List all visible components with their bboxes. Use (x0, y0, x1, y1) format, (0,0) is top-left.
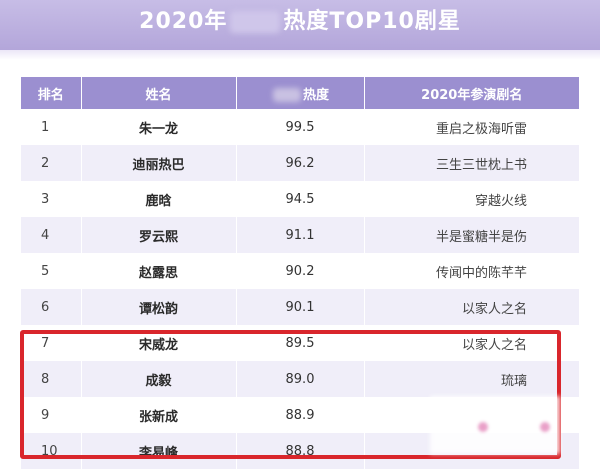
heat-cell: 96.2 (236, 145, 365, 181)
title-prefix: 2020年 (139, 9, 228, 34)
banner-strip (0, 50, 600, 60)
watermark-dot (478, 422, 488, 432)
watermark-dot (540, 422, 550, 432)
rank-cell: 5 (21, 253, 82, 289)
header-rank: 排名 (21, 77, 82, 109)
heat-cell: 99.5 (236, 109, 365, 145)
name-cell: 朱一龙 (81, 109, 237, 145)
heat-cell: 88.9 (236, 397, 365, 433)
rank-cell: 1 (21, 109, 82, 145)
title-banner (0, 0, 600, 50)
rank-cell: 7 (21, 325, 82, 361)
table-row: 5 赵露思 90.2 传闻中的陈芊芊 (21, 253, 579, 289)
rank-cell: 4 (21, 217, 82, 253)
title-suffix: 热度TOP10剧星 (283, 9, 461, 34)
heat-cell: 90.1 (236, 289, 365, 325)
name-cell: 宋威龙 (81, 325, 237, 361)
heat-cell: 89.0 (236, 361, 365, 397)
name-cell: 赵露思 (81, 253, 237, 289)
name-cell: 成毅 (81, 361, 237, 397)
table-header-row: 排名 姓名 热度 2020年参演剧名 (21, 77, 579, 109)
name-cell: 李易峰 (81, 433, 237, 469)
drama-cell: 以家人之名 (364, 325, 579, 361)
drama-cell: 琉璃 (364, 361, 579, 397)
table-row: 1 朱一龙 99.5 重启之极海听雷 (21, 109, 579, 145)
header-drama: 2020年参演剧名 (364, 77, 579, 109)
rank-cell: 10 (21, 433, 82, 469)
rank-cell: 2 (21, 145, 82, 181)
rank-cell: 8 (21, 361, 82, 397)
name-cell: 张新成 (81, 397, 237, 433)
table-row: 7 宋威龙 89.5 以家人之名 (21, 325, 579, 361)
drama-cell: 三生三世枕上书 (364, 145, 579, 181)
header-heat: 热度 (236, 77, 365, 109)
drama-cell: 传闻中的陈芊芊 (364, 253, 579, 289)
heat-cell: 88.8 (236, 433, 365, 469)
drama-cell: 半是蜜糖半是伤 (364, 217, 579, 253)
heat-cell: 94.5 (236, 181, 365, 217)
watermark (430, 396, 560, 454)
ranking-table: 排名 姓名 热度 2020年参演剧名 1 朱一龙 99.5 重启之极海听雷 2 … (21, 77, 579, 469)
rank-cell: 9 (21, 397, 82, 433)
name-cell: 鹿晗 (81, 181, 237, 217)
table-body: 1 朱一龙 99.5 重启之极海听雷 2 迪丽热巴 96.2 三生三世枕上书 3… (21, 109, 579, 469)
name-cell: 迪丽热巴 (81, 145, 237, 181)
blurred-word (272, 88, 301, 102)
name-cell: 罗云熙 (81, 217, 237, 253)
heat-cell: 91.1 (236, 217, 365, 253)
heat-cell: 90.2 (236, 253, 365, 289)
drama-cell: 重启之极海听雷 (364, 109, 579, 145)
table-row: 4 罗云熙 91.1 半是蜜糖半是伤 (21, 217, 579, 253)
name-cell: 谭松韵 (81, 289, 237, 325)
drama-cell: 以家人之名 (364, 289, 579, 325)
rank-cell: 3 (21, 181, 82, 217)
page-title: 2020年 热度TOP10剧星 (0, 2, 600, 42)
blurred-word (230, 11, 281, 33)
header-heat-label: 热度 (302, 87, 329, 103)
table-row: 8 成毅 89.0 琉璃 (21, 361, 579, 397)
heat-cell: 89.5 (236, 325, 365, 361)
table-row: 6 谭松韵 90.1 以家人之名 (21, 289, 579, 325)
rank-cell: 6 (21, 289, 82, 325)
drama-cell: 穿越火线 (364, 181, 579, 217)
table-row: 3 鹿晗 94.5 穿越火线 (21, 181, 579, 217)
header-name: 姓名 (81, 77, 237, 109)
table-row: 2 迪丽热巴 96.2 三生三世枕上书 (21, 145, 579, 181)
